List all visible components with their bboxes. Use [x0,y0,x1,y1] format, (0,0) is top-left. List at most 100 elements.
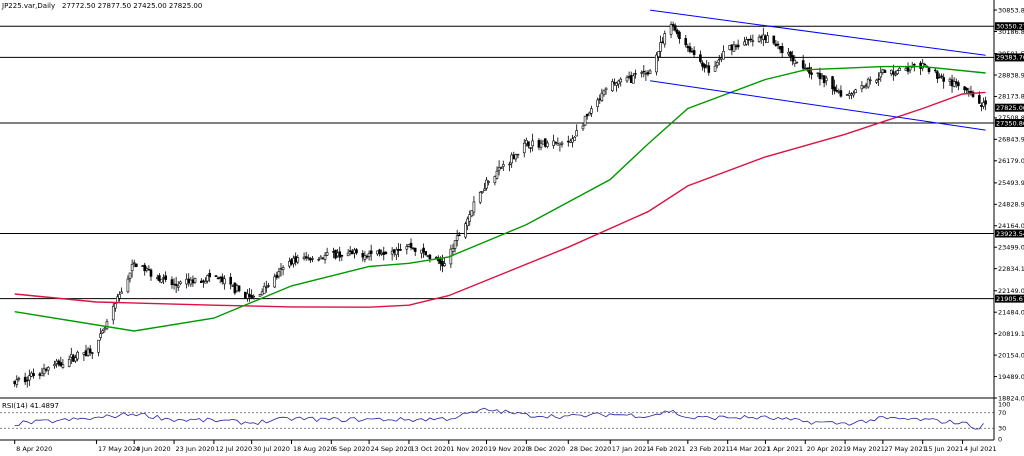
price-tick-label: 23499.00 [998,244,1024,252]
candle-body [772,35,776,44]
candle-body [206,275,209,282]
candle-body [554,141,558,144]
candle-body [84,350,88,356]
candle-body [655,54,658,73]
candle-body [72,355,75,362]
candle-body [292,257,295,265]
candle-body [707,65,711,73]
candle-body [252,295,256,298]
candle-body [160,278,163,283]
candle-body [267,285,270,287]
candle-body [53,364,56,367]
time-tick-label: 20 Apr 2021 [807,445,847,453]
candle-body [648,70,652,74]
candle-body [835,90,839,92]
candle-body [745,39,748,45]
candle-body [323,254,327,260]
level-price-tag: 30350.27 [996,23,1024,31]
candle-body [321,257,325,260]
time-tick-label: 14 Mar 2021 [729,445,770,453]
rsi-label: RSI(14) 41.4897 [2,402,59,410]
candle-body [751,40,755,42]
candle-body [130,263,134,272]
time-tick-label: 4 Jul 2021 [964,445,997,453]
candle-body [235,285,239,292]
candle-body [288,261,291,267]
price-tick-label: 26179.00 [998,157,1024,165]
candle-body [105,321,109,330]
candle-body [466,218,469,226]
candle-body [59,362,63,367]
candle-body [619,78,623,83]
level-price-tag-bg [995,118,1024,127]
candle-body [690,51,694,53]
candle-body [376,250,379,255]
candle-body [493,176,497,184]
candle-body [688,46,692,52]
candle-body [189,279,193,285]
candle-body [516,153,520,156]
candle-body [860,85,864,90]
trend-channel[interactable] [650,9,986,131]
candle-body [590,108,593,114]
candle-body [537,140,541,148]
candle-body [101,330,105,334]
candle-body [483,188,486,191]
candlesticks [13,21,987,388]
candle-body [743,41,746,46]
rsi-tick-label: 30 [998,425,1006,433]
candle-body [409,242,413,248]
price-tags: 30350.27 29383.70 27350.86 23923.54 21905.67… [995,22,1024,303]
candle-body [661,41,664,43]
candle-body [420,249,423,254]
candle-body [602,90,606,96]
level-price-tag-bg [995,53,1024,62]
candle-body [384,251,388,255]
candle-body [25,379,29,382]
price-tick-label: 30186.85 [998,28,1024,36]
candle-body [883,70,887,73]
candle-body [120,291,123,294]
candle-body [889,69,893,75]
candle-body [634,73,637,75]
candle-body [793,59,797,64]
candle-body [443,263,446,266]
candle-body [510,154,513,164]
candle-body [392,249,396,253]
candle-body [250,295,253,299]
time-tick-label: 23 Jun 2020 [176,445,215,453]
candle-body [174,284,178,286]
candle-body [894,73,897,76]
candle-body [854,89,857,94]
candle-body [923,63,927,66]
candle-body [302,256,306,260]
candle-body [434,256,438,259]
price-tick-label: 20154.05 [998,351,1024,359]
price-tick-label: 22834.10 [998,265,1024,273]
channel-upper-line [650,9,986,56]
candle-body [338,251,342,258]
horizontal-levels[interactable] [0,25,994,300]
candle-body [405,246,409,250]
time-tick-label: 4 Feb 2021 [649,445,685,453]
candle-body [455,235,459,241]
candle-body [581,125,585,130]
candle-body [334,249,337,259]
candle-body [850,93,853,96]
candle-body [143,264,146,272]
candle-body [319,256,323,260]
candle-body [585,114,589,117]
candle-body [179,281,182,284]
candle-body [646,72,650,75]
candle-body [281,267,285,270]
candle-body [67,359,71,367]
candle-body [569,140,572,143]
candle-body [353,249,356,254]
candle-body [824,77,828,82]
candle-body [600,92,604,101]
candle-body [791,55,794,62]
candle-body [172,283,176,286]
candle-body [141,265,144,267]
